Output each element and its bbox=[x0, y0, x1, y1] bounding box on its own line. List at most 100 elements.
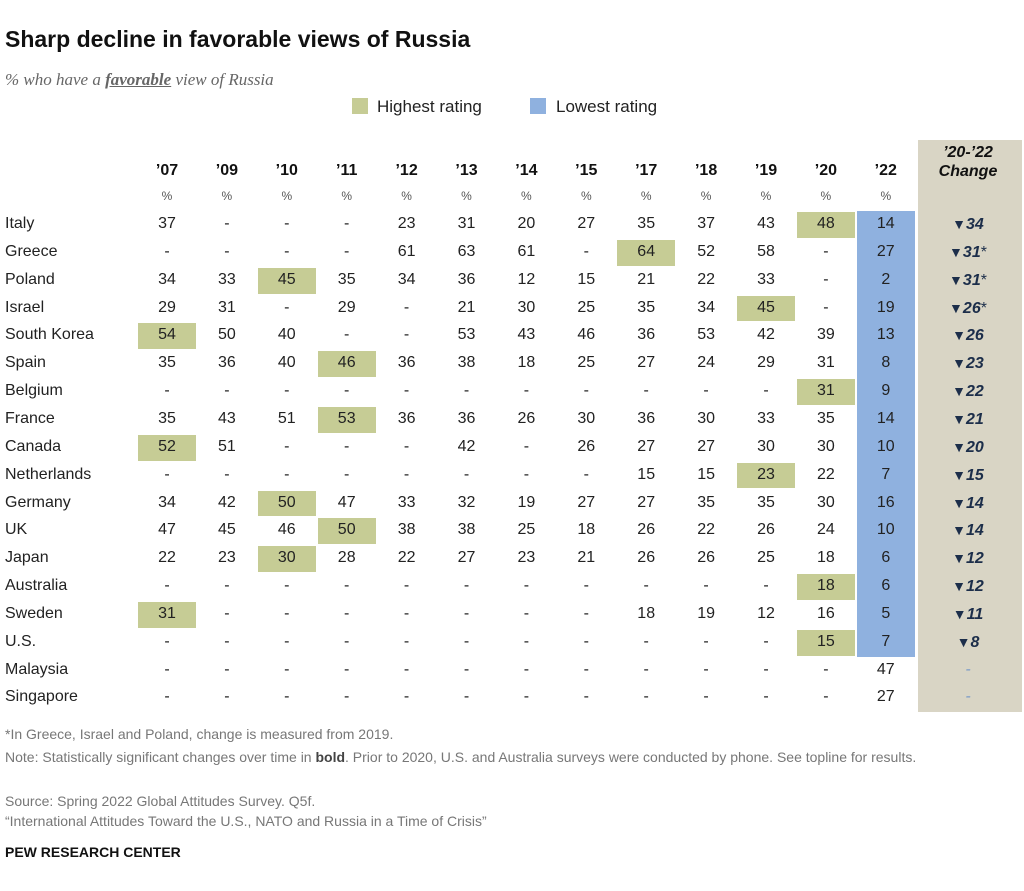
cell-value: 30 bbox=[816, 437, 835, 455]
country-label: Belgium bbox=[5, 382, 63, 400]
cell-value: 27 bbox=[637, 437, 656, 455]
cell-value: 36 bbox=[217, 354, 236, 372]
cell-value: 33 bbox=[757, 270, 775, 288]
cell-value: 16 bbox=[816, 604, 835, 622]
cell-value: - bbox=[403, 604, 410, 622]
country-label: South Korea bbox=[5, 326, 94, 344]
change-header: ’20-’22 Change bbox=[939, 143, 998, 181]
source: Source: Spring 2022 Global Attitudes Sur… bbox=[5, 793, 316, 809]
cell-value: 26 bbox=[577, 437, 596, 455]
change-cell: ▼20 bbox=[952, 434, 984, 461]
change-cell: ▼8 bbox=[957, 629, 980, 656]
lowest-highlight bbox=[856, 322, 915, 351]
cell-value: - bbox=[763, 660, 769, 678]
cell-value: 40 bbox=[277, 326, 296, 344]
down-triangle: ▼ bbox=[952, 383, 967, 400]
cell-value: 22 bbox=[816, 465, 835, 483]
cell-value: - bbox=[164, 688, 170, 706]
cell-value: - bbox=[403, 688, 410, 706]
cell-value: - bbox=[703, 660, 709, 678]
cell-value: 31 bbox=[217, 298, 236, 316]
cell-value: 43 bbox=[217, 409, 236, 427]
cell-value: - bbox=[463, 604, 470, 622]
subtitle-text: % who have a bbox=[5, 70, 106, 89]
highest-highlight bbox=[317, 351, 376, 378]
cell-value: 36 bbox=[397, 409, 416, 427]
cell-value: - bbox=[643, 660, 649, 678]
cell-value: 47 bbox=[337, 493, 356, 511]
highest-highlight bbox=[317, 518, 376, 545]
cell-value: 45 bbox=[757, 298, 775, 316]
cell-value: 38 bbox=[397, 521, 416, 539]
down-triangle: ▼ bbox=[949, 243, 963, 260]
cell-value: 26 bbox=[637, 549, 656, 567]
cell-value: - bbox=[763, 632, 769, 650]
lowest-highlight bbox=[856, 545, 915, 574]
cell-value: 64 bbox=[637, 242, 656, 260]
lowest-highlight bbox=[856, 238, 915, 268]
cell-value: 29 bbox=[337, 298, 356, 316]
highest-highlight bbox=[796, 212, 855, 238]
cell-value: - bbox=[763, 577, 769, 595]
cell-value: 52 bbox=[697, 242, 715, 260]
cell-value: - bbox=[403, 632, 410, 650]
cell-value: - bbox=[224, 577, 230, 595]
cell-value: 19 bbox=[876, 298, 895, 316]
column-header: ’17 bbox=[635, 162, 658, 179]
cell-value: - bbox=[344, 215, 350, 232]
cell-value: - bbox=[224, 632, 230, 650]
cell-value: - bbox=[224, 688, 230, 706]
cell-value: 23 bbox=[397, 215, 416, 232]
cell-value: - bbox=[523, 465, 530, 483]
cell-value: - bbox=[523, 632, 530, 650]
column-header: ’15 bbox=[575, 162, 598, 179]
cell-value: - bbox=[403, 577, 410, 595]
cell-value: 24 bbox=[697, 354, 715, 372]
country-label: Greece bbox=[5, 242, 58, 260]
cell-value: 9 bbox=[881, 382, 891, 400]
cell-value: 38 bbox=[457, 521, 476, 539]
highest-highlight bbox=[257, 546, 316, 573]
cell-value: 21 bbox=[577, 549, 596, 567]
unit-label: % bbox=[521, 189, 532, 203]
cell-value: - bbox=[284, 632, 290, 650]
cell-value: 29 bbox=[757, 354, 775, 372]
down-triangle: ▼ bbox=[949, 271, 963, 288]
cell-value: 51 bbox=[277, 409, 296, 427]
cell-value: 7 bbox=[881, 465, 891, 483]
cell-value: 19 bbox=[517, 493, 536, 511]
cell-value: - bbox=[523, 604, 530, 622]
cell-value: 31 bbox=[816, 382, 835, 400]
cell-value: 12 bbox=[757, 604, 775, 622]
legend-label: Highest rating bbox=[377, 97, 482, 116]
change-cell: ▼23 bbox=[952, 350, 984, 377]
cell-value: - bbox=[403, 465, 410, 483]
note-text: Note: Statistically significant changes … bbox=[5, 749, 316, 765]
cell-value: - bbox=[284, 437, 290, 455]
cell-value: 7 bbox=[881, 632, 891, 650]
cell-value: - bbox=[164, 465, 170, 483]
cell-value: - bbox=[763, 382, 769, 400]
change-cell: ▼14 bbox=[952, 490, 984, 517]
cell-value: 30 bbox=[517, 298, 536, 316]
cell-value: - bbox=[643, 688, 649, 706]
lowest-highlight bbox=[856, 378, 915, 407]
cell-value: 40 bbox=[277, 354, 296, 372]
change-value: 11 bbox=[966, 605, 984, 623]
cell-value: 33 bbox=[397, 493, 416, 511]
country-label: Israel bbox=[5, 298, 45, 316]
note-emphasis: bold bbox=[315, 749, 346, 765]
country-label: Poland bbox=[5, 270, 55, 288]
lowest-highlight bbox=[856, 350, 915, 379]
cell-value: 26 bbox=[697, 549, 715, 567]
cell-value: 27 bbox=[577, 215, 596, 232]
cell-value: 58 bbox=[757, 242, 775, 260]
cell-value: - bbox=[344, 688, 350, 706]
change-note: * bbox=[980, 299, 987, 317]
unit-label: % bbox=[281, 189, 293, 203]
cell-value: - bbox=[284, 604, 290, 622]
cell-value: 43 bbox=[517, 326, 536, 344]
cell-value: 27 bbox=[876, 688, 895, 706]
cell-value: - bbox=[344, 437, 350, 455]
cell-value: 27 bbox=[876, 242, 895, 260]
